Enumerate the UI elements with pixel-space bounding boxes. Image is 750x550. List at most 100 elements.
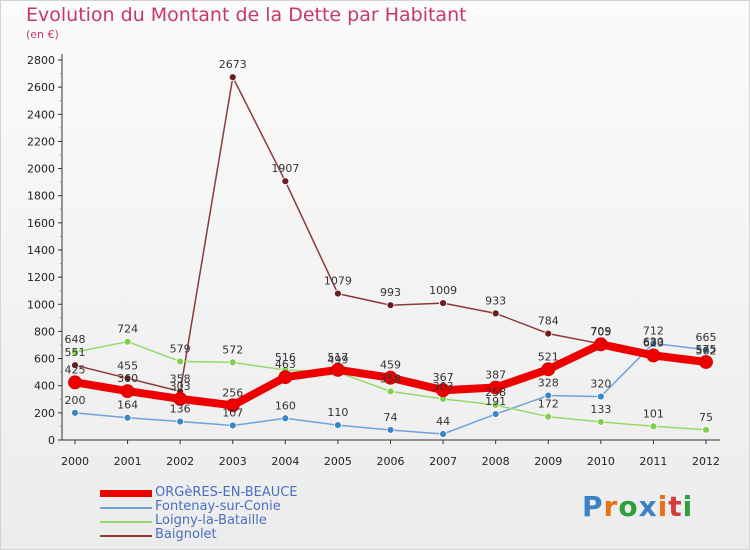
data-point	[439, 430, 447, 438]
data-label: 572	[222, 343, 243, 356]
data-label: 256	[222, 386, 243, 399]
data-label: 463	[275, 358, 296, 371]
data-point	[281, 414, 290, 423]
data-point	[593, 337, 608, 352]
data-point	[228, 73, 237, 82]
y-tick-label: 1400	[27, 244, 55, 257]
data-label: 101	[643, 407, 664, 420]
data-label: 425	[65, 363, 86, 376]
data-label: 303	[170, 380, 191, 393]
data-label: 724	[117, 323, 138, 336]
data-point	[383, 370, 398, 385]
data-point	[228, 421, 237, 430]
x-tick-label: 2004	[271, 455, 299, 468]
data-label: 303	[433, 380, 454, 393]
data-label: 1907	[271, 162, 299, 175]
data-label: 551	[65, 346, 86, 359]
data-point	[71, 408, 79, 417]
data-label: 160	[275, 399, 296, 412]
x-tick-label: 2010	[587, 455, 615, 468]
data-point	[331, 362, 345, 377]
x-tick-label: 2012	[692, 455, 720, 468]
x-tick-label: 2001	[114, 455, 142, 468]
data-label: 648	[65, 333, 86, 346]
data-point	[386, 387, 395, 396]
data-point	[596, 392, 605, 401]
data-label: 328	[538, 376, 559, 389]
data-label: 110	[327, 406, 348, 419]
legend-label: Loigny-la-Bataille	[155, 513, 267, 528]
x-tick-label: 2005	[324, 455, 352, 468]
logo-letter: t	[668, 490, 683, 523]
data-point	[123, 413, 132, 422]
data-label: 107	[222, 406, 243, 419]
logo-letter: i	[682, 490, 694, 523]
data-label: 933	[485, 294, 506, 307]
data-point	[702, 425, 710, 434]
data-point	[68, 375, 82, 390]
data-point	[649, 339, 658, 348]
data-label: 320	[590, 378, 611, 391]
data-point	[278, 370, 293, 385]
data-label: 579	[170, 342, 191, 355]
data-label: 258	[485, 386, 506, 399]
logo-letter: r	[603, 490, 619, 523]
data-label: 1009	[429, 284, 457, 297]
legend-swatch	[100, 507, 152, 509]
data-point	[71, 348, 79, 356]
data-point	[123, 374, 132, 383]
x-tick-label: 2011	[639, 455, 667, 468]
data-point	[123, 337, 132, 346]
data-point	[702, 345, 710, 354]
data-point	[71, 361, 79, 370]
data-label: 705	[590, 325, 611, 338]
y-tick-label: 400	[34, 380, 55, 393]
data-label: 358	[380, 372, 401, 385]
legend-label: Baignolet	[155, 527, 217, 542]
data-label: 74	[384, 411, 398, 424]
data-label: 358	[170, 372, 191, 385]
logo-letter: o	[618, 490, 639, 523]
data-label: 516	[275, 351, 296, 364]
chart-title: Evolution du Montant de la Dette par Hab…	[26, 4, 467, 26]
logo-letter: i	[657, 490, 669, 523]
data-label: 630	[643, 336, 664, 349]
legend-swatch	[100, 535, 152, 537]
data-point	[649, 422, 658, 431]
data-label: 709	[590, 325, 611, 338]
data-point	[488, 380, 503, 395]
y-tick-label: 1600	[27, 217, 55, 230]
data-label: 2673	[219, 58, 247, 71]
x-tick-label: 2000	[61, 455, 89, 468]
y-tick-label: 600	[34, 353, 55, 366]
legend-swatch	[100, 490, 152, 497]
data-point	[386, 426, 395, 434]
data-point	[491, 401, 500, 409]
data-label: 360	[117, 372, 138, 385]
data-label: 136	[170, 403, 191, 416]
data-label: 623	[643, 336, 664, 349]
data-label: 387	[485, 368, 506, 381]
data-point	[176, 417, 185, 426]
data-point	[386, 301, 395, 310]
data-label: 575	[696, 343, 717, 356]
data-point	[173, 391, 188, 406]
data-point	[120, 384, 135, 399]
data-label: 517	[327, 351, 348, 364]
data-point	[541, 362, 556, 377]
data-label: 562	[696, 345, 717, 358]
y-tick-label: 2400	[27, 108, 55, 121]
data-label: 665	[696, 331, 717, 344]
data-point	[436, 383, 450, 398]
legend-label: Fontenay-sur-Conie	[155, 499, 281, 514]
data-point	[596, 418, 605, 426]
legend-swatch	[100, 521, 152, 523]
proxiti-logo: Proxiti	[582, 490, 693, 523]
data-label: 455	[117, 359, 138, 372]
data-point	[334, 289, 342, 298]
y-tick-label: 2600	[27, 81, 55, 94]
data-label: 521	[538, 350, 559, 363]
y-tick-label: 2200	[27, 135, 55, 148]
y-tick-label: 1200	[27, 271, 55, 284]
